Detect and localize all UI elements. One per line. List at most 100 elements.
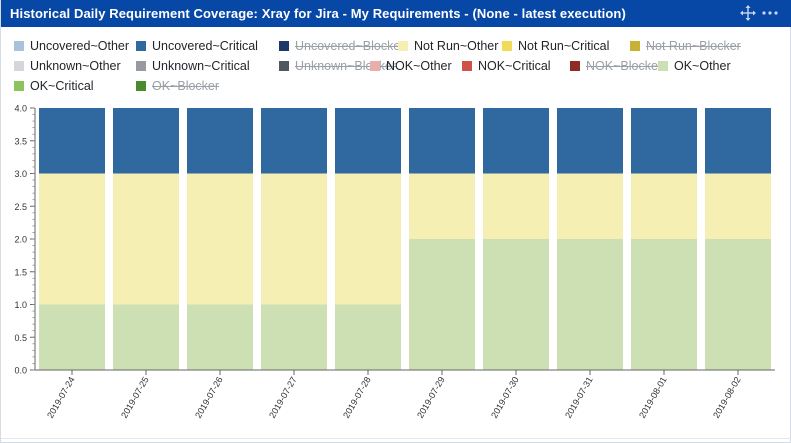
legend-item[interactable]: OK~Other <box>658 58 731 74</box>
bar-segment[interactable] <box>39 304 105 371</box>
legend-label: Unknown~Critical <box>152 59 250 73</box>
legend-label: NOK~Blocker <box>586 59 663 73</box>
legend-swatch <box>630 41 640 51</box>
legend-swatch <box>14 41 24 51</box>
y-tick-label: 1.5 <box>14 267 27 277</box>
y-tick-label: 0.5 <box>14 333 27 343</box>
bar-segment[interactable] <box>335 108 401 174</box>
bar-segment[interactable] <box>631 108 697 174</box>
legend-swatch <box>14 61 24 71</box>
bar-segment[interactable] <box>483 239 549 370</box>
legend-item[interactable]: Unknown~Other <box>14 58 121 74</box>
y-tick-label: 2.5 <box>14 202 27 212</box>
bar-segment[interactable] <box>557 173 623 240</box>
bar-segment[interactable] <box>113 108 179 174</box>
y-tick-label: 3.5 <box>14 136 27 146</box>
legend-item[interactable]: OK~Critical <box>14 78 94 94</box>
y-tick-label: 1.0 <box>14 300 27 310</box>
bar-segment[interactable] <box>631 239 697 370</box>
legend-item[interactable]: Uncovered~Blocker <box>279 38 404 54</box>
x-tick-label: 2019-07-26 <box>193 375 225 420</box>
gadget-title: Historical Daily Requirement Coverage: X… <box>10 6 626 21</box>
bar-segment[interactable] <box>705 239 771 370</box>
y-tick-label: 4.0 <box>14 104 27 114</box>
legend-label: OK~Critical <box>30 79 94 93</box>
bar-segment[interactable] <box>113 304 179 371</box>
bar-segment[interactable] <box>705 173 771 240</box>
move-arrows-icon[interactable] <box>739 4 757 22</box>
bar-segment[interactable] <box>261 173 327 305</box>
legend-item[interactable]: Not Run~Other <box>398 38 498 54</box>
legend-swatch <box>136 81 146 91</box>
legend-swatch <box>370 61 380 71</box>
legend-label: Not Run~Other <box>414 39 499 53</box>
x-tick-label: 2019-08-01 <box>637 375 669 420</box>
bar-segment[interactable] <box>187 304 253 371</box>
bar-segment[interactable] <box>557 108 623 174</box>
legend-swatch <box>502 41 512 51</box>
bar-segment[interactable] <box>39 173 105 305</box>
legend-swatch <box>570 61 580 71</box>
bar-segment[interactable] <box>335 304 401 371</box>
y-tick-label: 3.0 <box>14 169 27 179</box>
legend-swatch <box>279 41 289 51</box>
legend-label: Uncovered~Other <box>30 39 130 53</box>
bar-segment[interactable] <box>261 108 327 174</box>
x-tick-label: 2019-07-30 <box>489 375 521 420</box>
legend-swatch <box>136 61 146 71</box>
legend-swatch <box>136 41 146 51</box>
bar-segment[interactable] <box>483 108 549 174</box>
legend-item[interactable]: NOK~Blocker <box>570 58 662 74</box>
legend-label: OK~Blocker <box>152 79 220 93</box>
gadget-header: Historical Daily Requirement Coverage: X… <box>1 0 791 27</box>
legend-label: OK~Other <box>674 59 731 73</box>
legend-item[interactable]: Uncovered~Other <box>14 38 129 54</box>
chart-legend: Uncovered~Other Uncovered~Critical Uncover… <box>14 38 784 100</box>
y-tick-label: 0.0 <box>14 366 27 376</box>
legend-swatch <box>279 61 289 71</box>
bar-segment[interactable] <box>409 173 475 240</box>
legend-item[interactable]: NOK~Critical <box>462 58 551 74</box>
x-tick-label: 2019-07-29 <box>415 375 447 420</box>
x-tick-label: 2019-07-25 <box>119 375 151 420</box>
bar-segment[interactable] <box>187 108 253 174</box>
bar-segment[interactable] <box>113 173 179 305</box>
legend-label: Not Run~Blocker <box>646 39 741 53</box>
legend-item[interactable]: OK~Blocker <box>136 78 219 94</box>
bar-segment[interactable] <box>261 304 327 371</box>
legend-label: Unknown~Other <box>30 59 121 73</box>
legend-label: Uncovered~Critical <box>152 39 258 53</box>
bar-segment[interactable] <box>409 108 475 174</box>
legend-swatch <box>658 61 668 71</box>
bar-segment[interactable] <box>187 173 253 305</box>
legend-item[interactable]: Not Run~Critical <box>502 38 609 54</box>
legend-swatch <box>462 61 472 71</box>
legend-swatch <box>14 81 24 91</box>
x-tick-label: 2019-08-02 <box>711 375 743 420</box>
more-dots-icon[interactable] <box>761 4 779 22</box>
bar-segment[interactable] <box>335 173 401 305</box>
x-tick-label: 2019-07-24 <box>45 375 77 420</box>
bar-segment[interactable] <box>409 239 475 370</box>
bar-segment[interactable] <box>39 108 105 174</box>
legend-item[interactable]: Uncovered~Critical <box>136 38 258 54</box>
bar-segment[interactable] <box>483 173 549 240</box>
bar-segment[interactable] <box>631 173 697 240</box>
legend-item[interactable]: Not Run~Blocker <box>630 38 741 54</box>
legend-item[interactable]: NOK~Other <box>370 58 452 74</box>
gadget-bottom-divider <box>1 438 791 439</box>
bar-segment[interactable] <box>557 239 623 370</box>
legend-label: NOK~Other <box>386 59 452 73</box>
legend-label: Not Run~Critical <box>518 39 610 53</box>
x-tick-label: 2019-07-31 <box>563 375 595 420</box>
legend-label: Uncovered~Blocker <box>295 39 405 53</box>
legend-swatch <box>398 41 408 51</box>
y-tick-label: 2.0 <box>14 235 27 245</box>
stacked-bar-chart: 0.0 0.5 1.0 1.5 2.0 2.5 3.0 3.5 4.0 2019-07-24 201… <box>14 104 775 420</box>
x-tick-label: 2019-07-28 <box>341 375 373 420</box>
bar-segment[interactable] <box>705 108 771 174</box>
legend-item[interactable]: Unknown~Critical <box>136 58 250 74</box>
x-tick-label: 2019-07-27 <box>267 375 299 420</box>
legend-label: NOK~Critical <box>478 59 551 73</box>
